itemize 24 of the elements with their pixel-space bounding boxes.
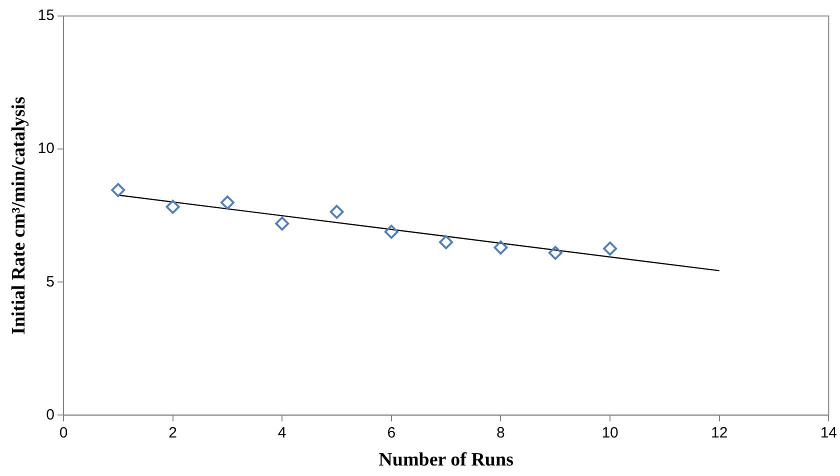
y-axis-title: Initial Rate cm³/min/catalysis — [8, 96, 30, 335]
point — [275, 216, 290, 231]
point — [494, 240, 508, 255]
point — [384, 224, 398, 239]
point — [166, 200, 180, 214]
point — [603, 242, 618, 256]
x-tick-label: 8 — [496, 424, 505, 442]
point — [439, 235, 454, 250]
y-tick-label: 5 — [46, 273, 54, 290]
x-tick-label: 14 — [820, 424, 837, 442]
x-tick-label: 4 — [278, 424, 286, 442]
y-tick-label: 15 — [38, 7, 54, 24]
x-tick-label: 0 — [59, 424, 68, 442]
point — [111, 183, 126, 198]
y-tick-label: 10 — [38, 140, 54, 158]
point — [330, 204, 344, 219]
x-axis-title: Number of Runs — [378, 450, 514, 471]
x-tick-label: 12 — [711, 424, 728, 442]
point — [220, 196, 234, 210]
point — [548, 246, 562, 260]
y-tick-label: 0 — [46, 406, 54, 424]
x-tick-label: 2 — [168, 424, 177, 442]
x-tick-label: 10 — [602, 424, 618, 442]
x-tick-label: 6 — [387, 424, 396, 442]
